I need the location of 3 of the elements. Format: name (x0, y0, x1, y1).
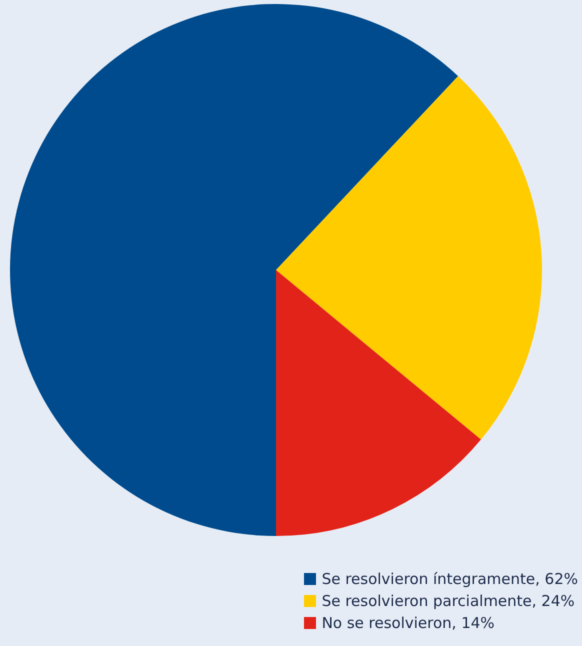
legend-label: No se resolvieron, 14% (322, 613, 495, 634)
legend-label: Se resolvieron íntegramente, 62% (322, 569, 578, 590)
legend-label: Se resolvieron parcialmente, 24% (322, 591, 575, 612)
